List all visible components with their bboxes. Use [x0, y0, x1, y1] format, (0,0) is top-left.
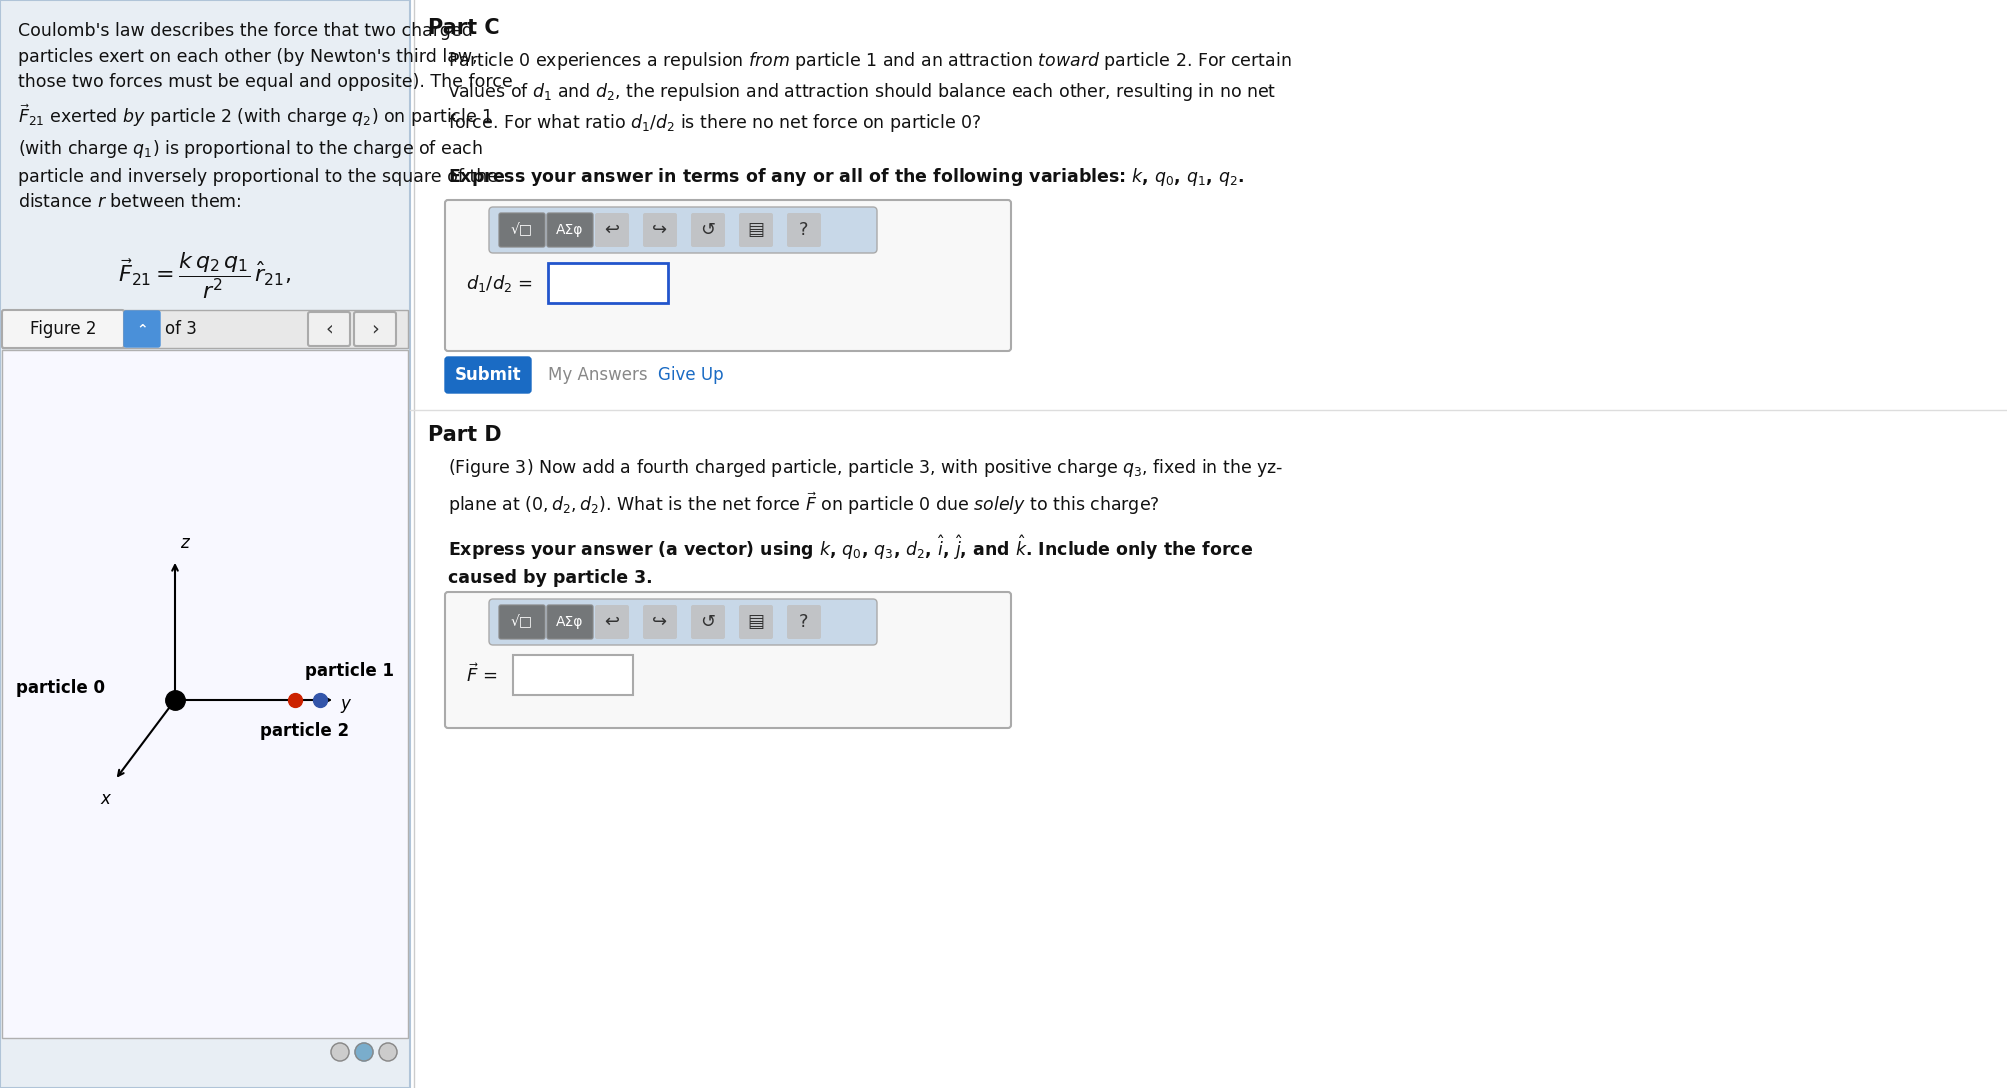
Text: Part C: Part C: [427, 18, 500, 38]
FancyBboxPatch shape: [124, 311, 161, 347]
Text: Particle 0 experiences a repulsion $from$ particle 1 and an attraction $toward$ : Particle 0 experiences a repulsion $from…: [448, 50, 1291, 134]
FancyBboxPatch shape: [642, 213, 676, 247]
Text: x: x: [100, 790, 110, 808]
Text: ΑΣφ: ΑΣφ: [556, 615, 584, 629]
Text: z: z: [181, 534, 189, 552]
FancyBboxPatch shape: [546, 213, 592, 247]
Text: ↩: ↩: [604, 613, 620, 631]
FancyBboxPatch shape: [500, 213, 544, 247]
Text: particle 2: particle 2: [261, 722, 349, 740]
FancyBboxPatch shape: [307, 312, 349, 346]
Circle shape: [355, 1043, 373, 1061]
Text: Submit: Submit: [454, 366, 522, 384]
FancyBboxPatch shape: [690, 213, 725, 247]
FancyBboxPatch shape: [2, 310, 407, 348]
FancyBboxPatch shape: [353, 312, 395, 346]
Text: particle 1: particle 1: [305, 662, 393, 680]
FancyBboxPatch shape: [2, 350, 407, 1038]
FancyBboxPatch shape: [690, 605, 725, 639]
FancyBboxPatch shape: [446, 200, 1010, 351]
FancyBboxPatch shape: [490, 207, 877, 254]
Text: ?: ?: [799, 613, 809, 631]
Text: ↪: ↪: [652, 613, 666, 631]
Text: ▤: ▤: [747, 221, 765, 239]
FancyBboxPatch shape: [787, 605, 821, 639]
Text: y: y: [339, 695, 349, 713]
Text: ΑΣφ: ΑΣφ: [556, 223, 584, 237]
FancyBboxPatch shape: [739, 213, 773, 247]
Text: $\vec{F}_{21} = \dfrac{k\,q_2\,q_1}{r^2}\,\hat{r}_{21},$: $\vec{F}_{21} = \dfrac{k\,q_2\,q_1}{r^2}…: [118, 250, 291, 300]
Text: ↺: ↺: [700, 613, 714, 631]
Text: particle 0: particle 0: [16, 679, 104, 697]
FancyBboxPatch shape: [490, 599, 877, 645]
Text: Part D: Part D: [427, 425, 502, 445]
FancyBboxPatch shape: [787, 213, 821, 247]
Text: Give Up: Give Up: [658, 366, 723, 384]
FancyBboxPatch shape: [594, 605, 628, 639]
FancyBboxPatch shape: [0, 0, 409, 1088]
Text: $d_1/d_2$ =: $d_1/d_2$ =: [466, 272, 532, 294]
Text: (Figure 3) Now add a fourth charged particle, particle 3, with positive charge $: (Figure 3) Now add a fourth charged part…: [448, 457, 1282, 517]
FancyBboxPatch shape: [548, 263, 668, 302]
Text: Coulomb's law describes the force that two charged
particles exert on each other: Coulomb's law describes the force that t…: [18, 22, 512, 211]
Text: √□: √□: [510, 223, 532, 237]
FancyBboxPatch shape: [446, 357, 530, 393]
Circle shape: [331, 1043, 349, 1061]
FancyBboxPatch shape: [642, 605, 676, 639]
FancyBboxPatch shape: [594, 213, 628, 247]
Text: √□: √□: [510, 615, 532, 629]
FancyBboxPatch shape: [512, 655, 632, 695]
FancyBboxPatch shape: [2, 310, 124, 348]
Text: ↩: ↩: [604, 221, 620, 239]
Text: ‹: ‹: [325, 320, 333, 338]
Text: ↪: ↪: [652, 221, 666, 239]
Text: My Answers: My Answers: [548, 366, 648, 384]
Circle shape: [379, 1043, 397, 1061]
Text: ▤: ▤: [747, 613, 765, 631]
Text: ↺: ↺: [700, 221, 714, 239]
Text: ?: ?: [799, 221, 809, 239]
FancyBboxPatch shape: [446, 592, 1010, 728]
Text: ›: ›: [371, 320, 379, 338]
FancyBboxPatch shape: [546, 605, 592, 639]
Text: ⌃: ⌃: [136, 322, 149, 336]
Text: Express your answer in terms of any or all of the following variables: $k$, $q_0: Express your answer in terms of any or a…: [448, 166, 1244, 188]
FancyBboxPatch shape: [500, 605, 544, 639]
Text: of 3: of 3: [165, 320, 197, 338]
Text: $\vec{F}$ =: $\vec{F}$ =: [466, 664, 498, 687]
Text: Express your answer (a vector) using $k$, $q_0$, $q_3$, $d_2$, $\hat{i}$, $\hat{: Express your answer (a vector) using $k$…: [448, 533, 1252, 588]
Text: Figure 2: Figure 2: [30, 320, 96, 338]
FancyBboxPatch shape: [739, 605, 773, 639]
